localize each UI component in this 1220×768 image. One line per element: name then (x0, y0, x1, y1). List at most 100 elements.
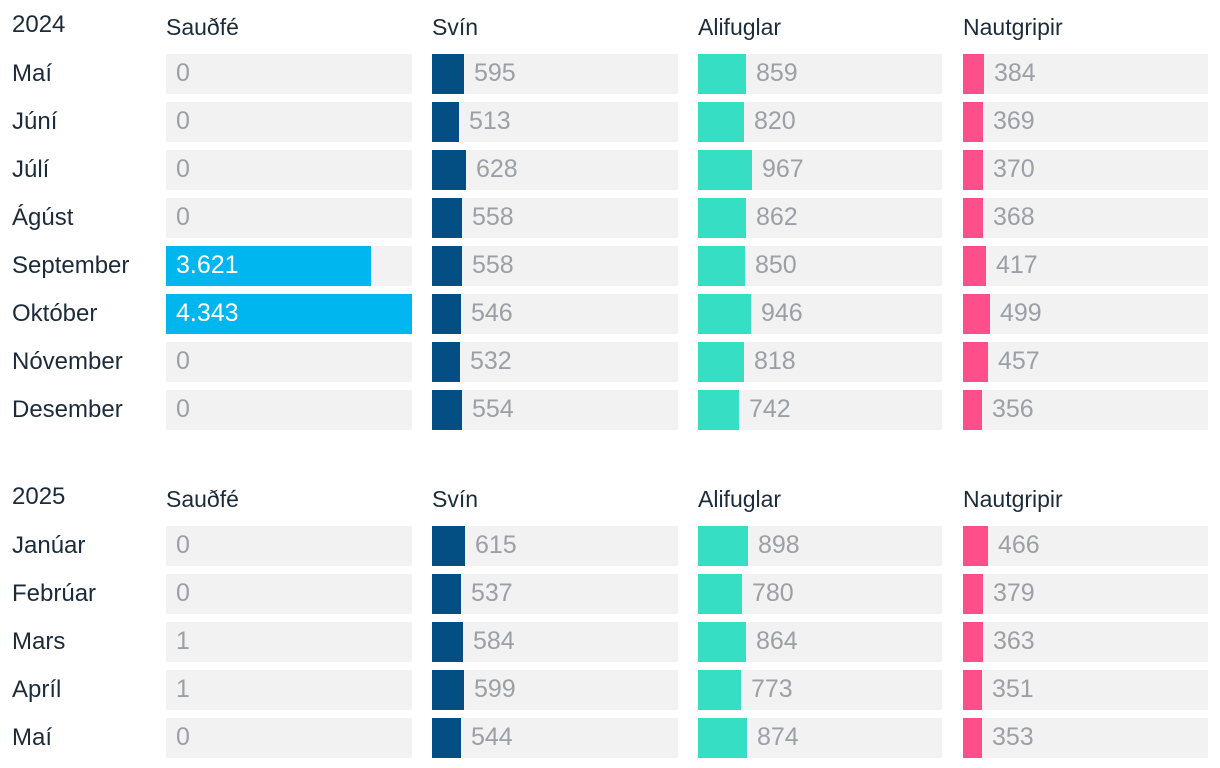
bar-track (432, 150, 678, 190)
bar-track (432, 342, 678, 382)
data-label: 862 (756, 203, 798, 231)
bar (166, 294, 412, 334)
data-label: 558 (472, 251, 514, 279)
row-label: Febrúar (12, 580, 97, 607)
bar-track (963, 622, 1208, 662)
row-label: Ágúst (12, 204, 74, 231)
bar-track (432, 622, 678, 662)
bar (166, 246, 371, 286)
bar-track (963, 526, 1208, 566)
row-label: Júlí (12, 156, 50, 183)
bar (963, 670, 982, 710)
data-label: 773 (751, 675, 793, 703)
bar-track (963, 150, 1208, 190)
data-label: 499 (1000, 299, 1042, 327)
column-header-3: Nautgripir (963, 486, 1063, 512)
data-label: 379 (993, 579, 1035, 607)
column-header-2: Alifuglar (698, 486, 782, 512)
bar (963, 198, 983, 238)
bar (963, 718, 982, 758)
data-label: 363 (993, 627, 1035, 655)
data-label: 584 (473, 627, 515, 655)
bar-track (166, 390, 412, 430)
data-label: 417 (996, 251, 1038, 279)
bar-track (432, 246, 678, 286)
data-label: 818 (754, 347, 796, 375)
data-label: 864 (756, 627, 798, 655)
data-label: 558 (472, 203, 514, 231)
bar (698, 246, 745, 286)
data-label: 946 (761, 299, 803, 327)
bar (963, 102, 983, 142)
data-label: 0 (176, 203, 190, 231)
row-label: Maí (12, 60, 53, 87)
bar (432, 342, 460, 382)
bar-track (432, 526, 678, 566)
data-label: 513 (469, 107, 511, 135)
bar-track (166, 670, 412, 710)
data-label: 967 (762, 155, 804, 183)
bar-track (432, 198, 678, 238)
year-label: 2025 (12, 483, 66, 510)
bar (963, 390, 982, 430)
row-label: Nóvember (12, 348, 123, 375)
bar-track (166, 150, 412, 190)
bar-track (166, 526, 412, 566)
bar-track (963, 54, 1208, 94)
column-header-1: Svín (432, 14, 479, 40)
bar-track (432, 574, 678, 614)
bar (963, 342, 988, 382)
bar (432, 622, 463, 662)
data-label: 0 (176, 579, 190, 607)
bar (432, 150, 466, 190)
bar-track (432, 718, 678, 758)
row-label: Janúar (12, 532, 86, 559)
data-label: 554 (472, 395, 514, 423)
column-header-2: Alifuglar (698, 14, 782, 40)
bar (432, 670, 464, 710)
data-label: 0 (176, 107, 190, 135)
data-label: 0 (176, 723, 190, 751)
data-label: 368 (993, 203, 1035, 231)
column-header-0: Sauðfé (166, 486, 239, 512)
data-label: 1 (176, 675, 190, 703)
row-label: Júní (12, 108, 58, 135)
bar (963, 54, 984, 94)
bar (698, 670, 741, 710)
bar (698, 294, 751, 334)
bar-track (963, 342, 1208, 382)
bar (432, 246, 462, 286)
row-label: Október (12, 300, 98, 327)
bar-track (166, 198, 412, 238)
bar (698, 54, 746, 94)
bar-track (432, 390, 678, 430)
row-label: Maí (12, 724, 53, 751)
bar (698, 622, 746, 662)
bar-track (432, 54, 678, 94)
data-label: 532 (470, 347, 512, 375)
bar (432, 198, 462, 238)
bar-track (166, 342, 412, 382)
data-label: 544 (471, 723, 513, 751)
row-label: Desember (12, 396, 123, 423)
data-label: 351 (992, 675, 1034, 703)
bar-track (963, 294, 1208, 334)
bar (698, 342, 744, 382)
data-label: 859 (756, 59, 798, 87)
data-label: 466 (998, 531, 1040, 559)
bar (432, 574, 461, 614)
data-label: 4.343 (176, 299, 239, 327)
data-label: 369 (993, 107, 1035, 135)
bar-track (963, 670, 1208, 710)
data-label: 384 (994, 59, 1036, 87)
row-label: September (12, 252, 130, 279)
data-label: 0 (176, 155, 190, 183)
bar-track (166, 718, 412, 758)
bar (698, 574, 742, 614)
data-label: 457 (998, 347, 1040, 375)
bar (432, 718, 461, 758)
data-label: 1 (176, 627, 190, 655)
bar-track (166, 102, 412, 142)
bar (698, 150, 752, 190)
bar-track (963, 718, 1208, 758)
